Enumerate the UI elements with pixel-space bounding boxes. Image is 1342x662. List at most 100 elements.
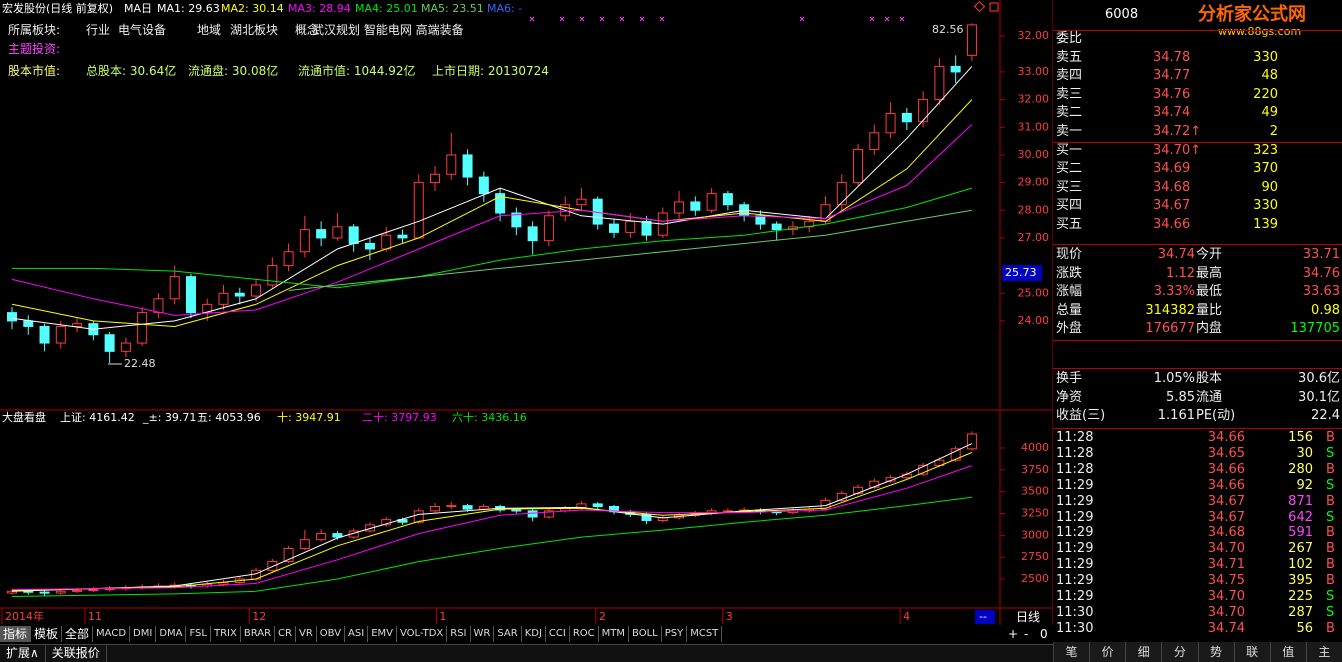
indicator-button[interactable]: MTM (599, 626, 630, 642)
indicator-button[interactable]: BRAR (241, 626, 276, 642)
stat-label: 换手 (1056, 371, 1083, 386)
indicator-button[interactable]: FSL (186, 626, 211, 642)
y-tick-label: 3500 (1021, 485, 1049, 498)
logo-url: www.88gs.com (1218, 25, 1302, 38)
panel-tab[interactable]: 势 (1197, 642, 1234, 662)
stat-value: 314382 (1145, 302, 1195, 318)
indicator-button[interactable]: RSI (447, 626, 471, 642)
ma-line (11, 443, 973, 592)
candle-body (348, 226, 359, 244)
indicator-button[interactable]: MACD (93, 626, 131, 642)
zoom-button[interactable]: - (1024, 627, 1029, 641)
indicator-button[interactable]: MCST (687, 626, 723, 642)
book-volume: 323 (1253, 142, 1278, 158)
candle-body (348, 530, 359, 538)
indicator-button[interactable]: DMA (156, 626, 187, 642)
panel-tab[interactable]: 联 (1233, 642, 1270, 662)
y-tick-label: 32.00 (1018, 29, 1050, 42)
trade-time: 11:28 (1056, 445, 1094, 461)
candle-body (576, 198, 587, 206)
header-text: 宏发股份(日线 前复权) (2, 1, 113, 15)
panel-tab[interactable]: 笔 (1053, 642, 1089, 662)
indicator-button[interactable]: WR (471, 626, 495, 642)
book-volume: 139 (1253, 217, 1278, 232)
zoom-button[interactable]: 0 (1040, 627, 1048, 641)
candle-body (283, 547, 294, 563)
panel-tabs: 笔价细分势联值主 (1053, 642, 1342, 662)
corner-icon[interactable] (989, 2, 999, 12)
stat-value: 1.05% (1153, 371, 1195, 386)
trade-side: B (1326, 541, 1335, 557)
indicator-button[interactable]: OBV (317, 626, 346, 642)
stat-value: 3.33% (1153, 284, 1195, 299)
candle-body (299, 229, 310, 253)
stat-label: 涨跌 (1056, 265, 1083, 281)
book-price: 34.76 (1153, 86, 1191, 102)
corner-icon[interactable] (973, 0, 986, 13)
panel-tab[interactable]: 细 (1125, 642, 1161, 662)
trade-price: 34.67 (1207, 493, 1245, 509)
trade-time: 11:29 (1056, 477, 1094, 493)
indicator-button[interactable]: KDJ (522, 626, 546, 642)
x-tick-label: 3 (726, 610, 733, 623)
candle-body (853, 486, 864, 494)
trade-volume: 92 (1296, 477, 1313, 493)
candle-body (511, 212, 522, 228)
indicator-button[interactable]: CCI (546, 626, 570, 642)
candle-body (39, 591, 50, 594)
candle-body (153, 298, 164, 314)
trade-time: 11:30 (1056, 620, 1094, 636)
panel-tab[interactable]: 价 (1089, 642, 1125, 662)
candle-body (853, 148, 864, 184)
trade-volume: 30 (1296, 445, 1313, 461)
indicator-button[interactable]: EMV (368, 626, 397, 642)
trade-price: 34.66 (1207, 461, 1245, 477)
bottom-button[interactable]: 扩展∧ (0, 645, 46, 662)
header-text: MA4: 25.01 (355, 2, 418, 15)
book-volume: 330 (1253, 198, 1278, 214)
separator (1053, 141, 1342, 143)
indicator-button[interactable]: ROC (570, 626, 599, 642)
indicator-button[interactable]: ASI (345, 626, 369, 642)
info-text: 股本市值: (8, 64, 61, 78)
zoom-button[interactable]: + (1008, 627, 1019, 641)
indicator-button[interactable]: VOL-TDX (397, 626, 448, 642)
trade-side: B (1326, 525, 1335, 541)
trade-time: 11:29 (1056, 573, 1094, 589)
candle-body (283, 251, 294, 267)
stat-label: 量比 (1196, 302, 1223, 318)
bottom-button[interactable]: 关联报价 (46, 645, 107, 662)
toolbar-tab[interactable]: 全部 (62, 626, 94, 642)
logo: 分析家公式网 (1198, 4, 1306, 25)
candle-body (592, 503, 603, 508)
indicator-button[interactable]: CR (275, 626, 296, 642)
candle-body (316, 533, 327, 541)
indicator-button[interactable]: BOLL (629, 626, 662, 642)
indicator-button[interactable]: DMI (130, 626, 157, 642)
cursor-price-box (1002, 265, 1042, 282)
indicator-button[interactable]: TRIX (211, 626, 241, 642)
stat-value: 22.4 (1311, 408, 1340, 423)
trade-price: 34.74 (1207, 620, 1245, 636)
stat-label: 外盘 (1056, 321, 1083, 336)
panel-tab[interactable]: 分 (1161, 642, 1197, 662)
candle-body (836, 182, 847, 206)
toolbar-tab[interactable]: 指标 (0, 626, 32, 642)
toolbar-tab[interactable]: 模板 (31, 626, 63, 642)
period-label[interactable]: 日线 (1016, 610, 1041, 624)
indicator-button[interactable]: PSY (662, 626, 688, 642)
info-text: 流通盘: 30.08亿 (188, 64, 279, 78)
candle-body (543, 510, 554, 518)
panel-tab[interactable]: 值 (1269, 642, 1306, 662)
stat-label: 内盘 (1196, 321, 1223, 336)
stat-label: 最高 (1196, 265, 1223, 281)
trade-side: B (1326, 430, 1335, 445)
trade-price: 34.66 (1207, 477, 1245, 493)
candle-body (413, 182, 424, 239)
stat-value: 5.85 (1166, 389, 1195, 405)
indicator-button[interactable]: VR (296, 626, 317, 642)
panel-tab[interactable]: 主 (1305, 642, 1342, 662)
ma-line (11, 66, 973, 330)
trade-side: B (1326, 620, 1335, 636)
indicator-button[interactable]: SAR (494, 626, 522, 642)
